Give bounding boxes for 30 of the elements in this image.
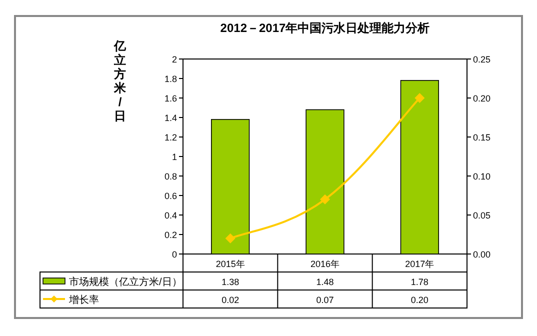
y-tick-label: 1.4 (164, 113, 177, 123)
y2-tick-label: 0.25 (473, 54, 491, 64)
y2-tick-label: 0.00 (473, 250, 491, 260)
legend-label: 市场规模（亿立方米/日） (69, 276, 182, 288)
y2-tick-label: 0.10 (473, 172, 491, 182)
chart-title: 2012－2017年中国污水日处理能力分析 (220, 21, 430, 35)
legend-label: 增长率 (68, 294, 99, 306)
y2-tick-label: 0.05 (473, 210, 491, 220)
y-tick-label: 0.2 (164, 230, 177, 240)
y-axis-title: 亿立方米/日 (113, 39, 127, 123)
data-label: 1.78 (410, 277, 428, 287)
data-label: 0.20 (410, 295, 428, 305)
data-label: 0.07 (316, 295, 334, 305)
y-tick-label: 0.8 (164, 172, 177, 182)
y2-tick-label: 0.20 (473, 94, 491, 104)
x-tick-label: 2015年 (216, 259, 245, 269)
y-tick-label: 1.8 (164, 74, 177, 84)
data-label: 1.48 (316, 277, 334, 287)
y-tick-label: 1.2 (164, 132, 177, 142)
y-tick-label: 2 (172, 54, 177, 64)
y-tick-label: 1 (172, 152, 177, 162)
data-label: 1.38 (222, 277, 240, 287)
y-tick-label: 0.6 (164, 191, 177, 201)
y2-tick-label: 0.15 (473, 132, 491, 142)
y-tick-label: 1.6 (164, 94, 177, 104)
x-tick-label: 2016年 (310, 259, 340, 269)
y-tick-label: 0.4 (164, 210, 177, 220)
data-label: 0.02 (222, 295, 240, 305)
y-tick-label: 0 (172, 250, 177, 260)
x-tick-label: 2017年 (405, 259, 434, 269)
